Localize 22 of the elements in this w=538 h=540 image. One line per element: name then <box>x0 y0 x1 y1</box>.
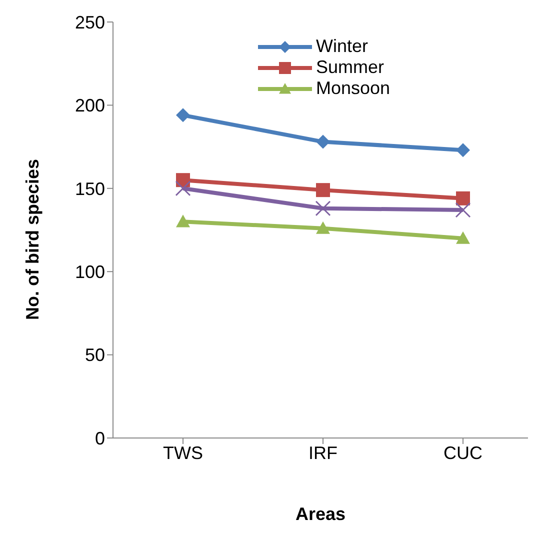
point <box>456 231 470 244</box>
point <box>456 143 470 158</box>
y-tick-label: 250 <box>74 12 105 32</box>
y-tick-label: 100 <box>74 262 105 282</box>
y-tick-label: 200 <box>74 96 105 116</box>
legend-label: Summer <box>316 57 384 78</box>
point <box>176 214 190 228</box>
x-tick-label: CUC <box>444 442 482 463</box>
legend-label: Monsoon <box>316 78 390 99</box>
point <box>176 108 190 122</box>
point <box>316 221 330 234</box>
y-tick-label: 0 <box>94 428 105 448</box>
x-axis-title: Areas <box>295 504 346 524</box>
point <box>316 134 330 149</box>
legend-label: Winter <box>316 36 368 57</box>
y-tick-label: 150 <box>74 178 105 199</box>
point <box>456 191 470 206</box>
x-tick-label: IRF <box>308 442 338 463</box>
point <box>316 183 330 198</box>
x-tick-label: TWS <box>163 442 203 463</box>
y-axis-title: No. of bird species <box>22 158 42 320</box>
y-tick-label: 50 <box>84 345 105 366</box>
